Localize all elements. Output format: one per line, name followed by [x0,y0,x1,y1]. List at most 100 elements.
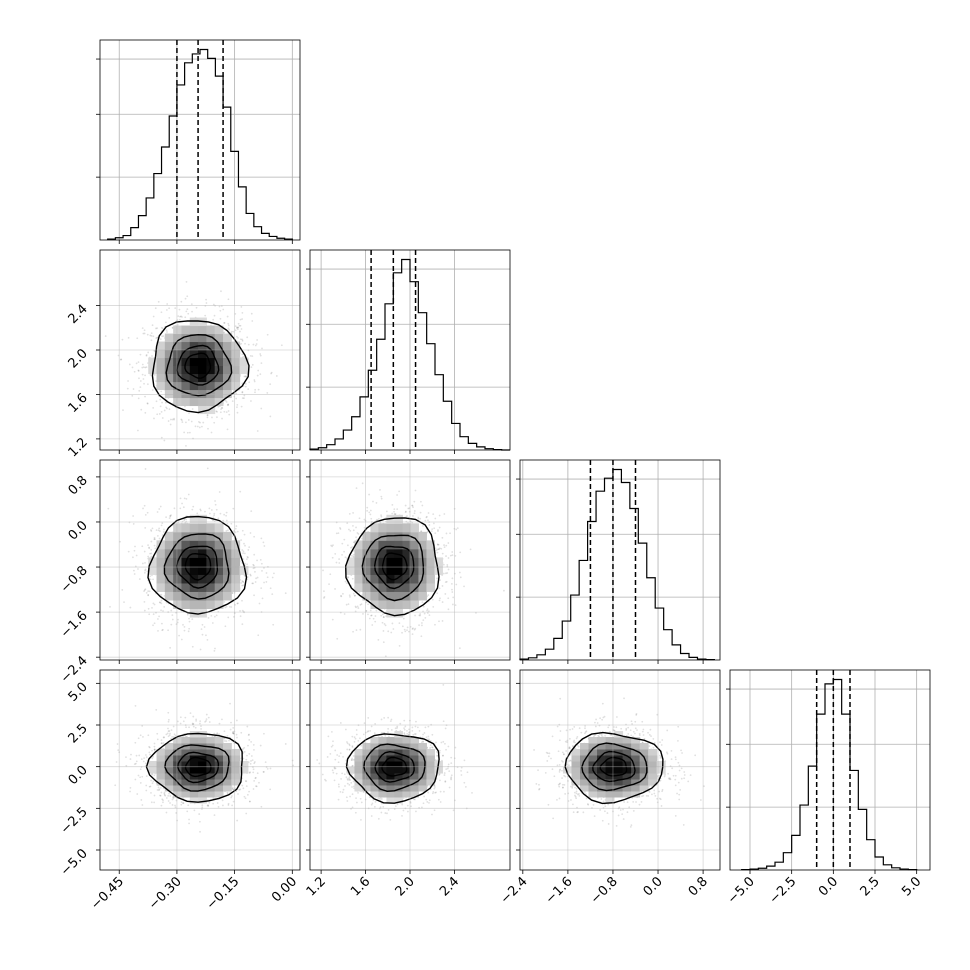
sample-point [168,730,171,732]
density-cell [189,317,199,327]
density-cell [223,357,232,367]
sample-point [227,322,230,325]
sample-point [338,562,341,564]
sample-point [432,522,435,525]
density-cell [189,373,199,383]
sample-point [133,573,136,575]
sample-point [374,620,377,623]
density-cell [223,531,232,541]
sample-point [260,407,263,410]
sample-point [151,324,154,327]
density-cell [198,389,207,399]
sample-point [198,813,201,815]
density-cell [410,574,419,584]
sample-point [158,527,161,530]
sample-point [238,324,241,327]
sample-point [419,517,422,520]
panel-frame [729,669,931,871]
sample-point [164,321,167,324]
sample-point [160,311,163,314]
sample-point [241,549,244,551]
sample-point [220,408,222,411]
sample-point [162,742,165,744]
density-cell [181,341,191,351]
sample-point [412,506,414,509]
sample-point [241,338,244,341]
sample-point [441,552,444,555]
sample-point [345,603,348,606]
density-cell [370,540,379,550]
sample-point [156,413,159,416]
scatter-panel-p1-p2 [309,459,511,661]
sample-point [225,411,228,414]
sample-point [170,514,172,516]
sample-point [447,542,450,544]
sample-point [204,314,207,317]
density-cell [354,557,363,567]
density-cell [410,540,419,550]
sample-point [376,518,379,521]
sample-point [159,405,162,408]
sample-point [151,574,153,577]
sample-point [261,347,263,350]
sample-point [181,316,183,318]
sample-point [139,782,142,784]
sample-point [168,408,171,411]
density-cell [164,349,174,359]
sample-point [220,290,222,293]
sample-point [239,610,241,612]
density-cell [410,523,419,533]
density-cell [206,349,216,359]
sample-point [220,406,223,409]
sample-point [242,580,244,583]
sample-point [271,576,274,579]
sample-point [170,729,173,731]
sample-point [412,515,414,517]
density-cell [394,548,403,558]
sample-point [246,555,249,558]
sample-point [177,315,180,318]
sample-point [150,529,152,531]
sample-point [348,594,351,597]
density-cell [173,540,182,550]
sample-point [241,609,244,612]
density-cell [386,591,395,601]
density-cell [173,523,182,533]
sample-point [196,512,199,515]
sample-point [263,545,266,547]
density-cell [206,523,216,533]
sample-point [236,335,238,338]
sample-point [440,547,443,550]
sample-point [393,513,396,515]
density-cell [206,531,216,541]
sample-point [163,528,165,531]
sample-point [451,577,454,580]
sample-point [148,751,151,754]
sample-point [174,307,177,309]
sample-point [375,502,378,504]
density-cell [370,599,379,610]
density-cell [173,357,182,367]
sample-point [265,572,268,574]
density-cell [206,357,216,367]
sample-point [256,339,259,341]
sample-point [123,601,125,604]
sample-point [406,629,408,631]
sample-point [153,538,156,541]
density-cell [206,599,216,610]
density-cell [231,357,241,367]
density-cell [394,531,403,541]
sample-point [343,613,346,615]
sample-point [208,801,211,804]
sample-point [109,605,111,608]
sample-point [243,397,245,399]
sample-point [152,602,155,605]
sample-point [232,732,235,735]
sample-point [144,568,147,571]
sample-point [205,302,208,304]
sample-point [265,581,268,583]
sample-point [211,735,214,738]
sample-point [352,525,354,527]
sample-point [414,627,417,630]
sample-point [227,327,230,330]
